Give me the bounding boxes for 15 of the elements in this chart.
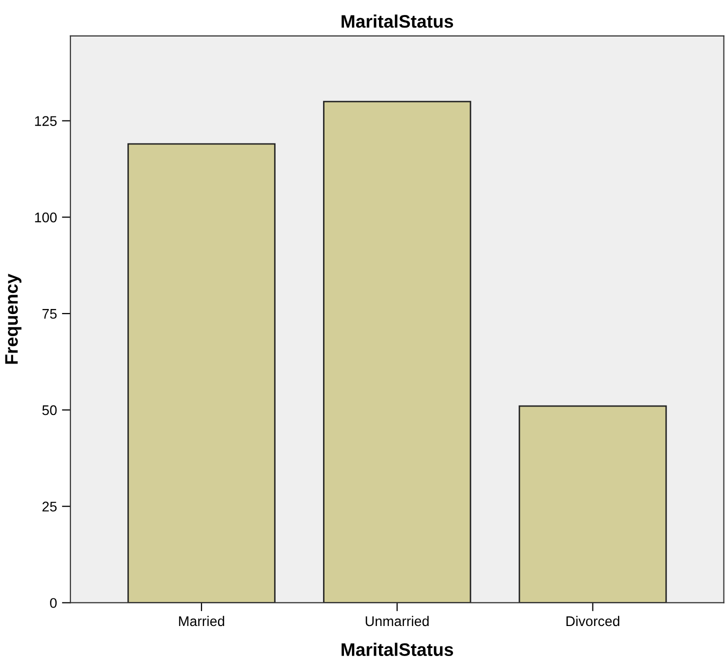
- bar: [323, 100, 472, 603]
- bar: [127, 143, 276, 603]
- x-tick-label: Married: [179, 616, 224, 626]
- y-tick-label: 0: [50, 598, 57, 608]
- y-tick-label: 25: [42, 502, 57, 512]
- y-tick-label: 100: [35, 212, 57, 222]
- y-tick-label: 125: [35, 116, 57, 126]
- y-tick-label: 50: [42, 405, 57, 416]
- y-tick-label: 75: [42, 309, 57, 319]
- x-axis-title: MaritalStatus: [342, 642, 454, 656]
- bar: [518, 405, 667, 603]
- chart-title: MaritalStatus: [342, 14, 454, 28]
- x-tick-label: Unmarried: [366, 616, 429, 626]
- x-tick-label: Divorced: [566, 616, 620, 626]
- y-axis-title: Frequency: [5, 274, 22, 364]
